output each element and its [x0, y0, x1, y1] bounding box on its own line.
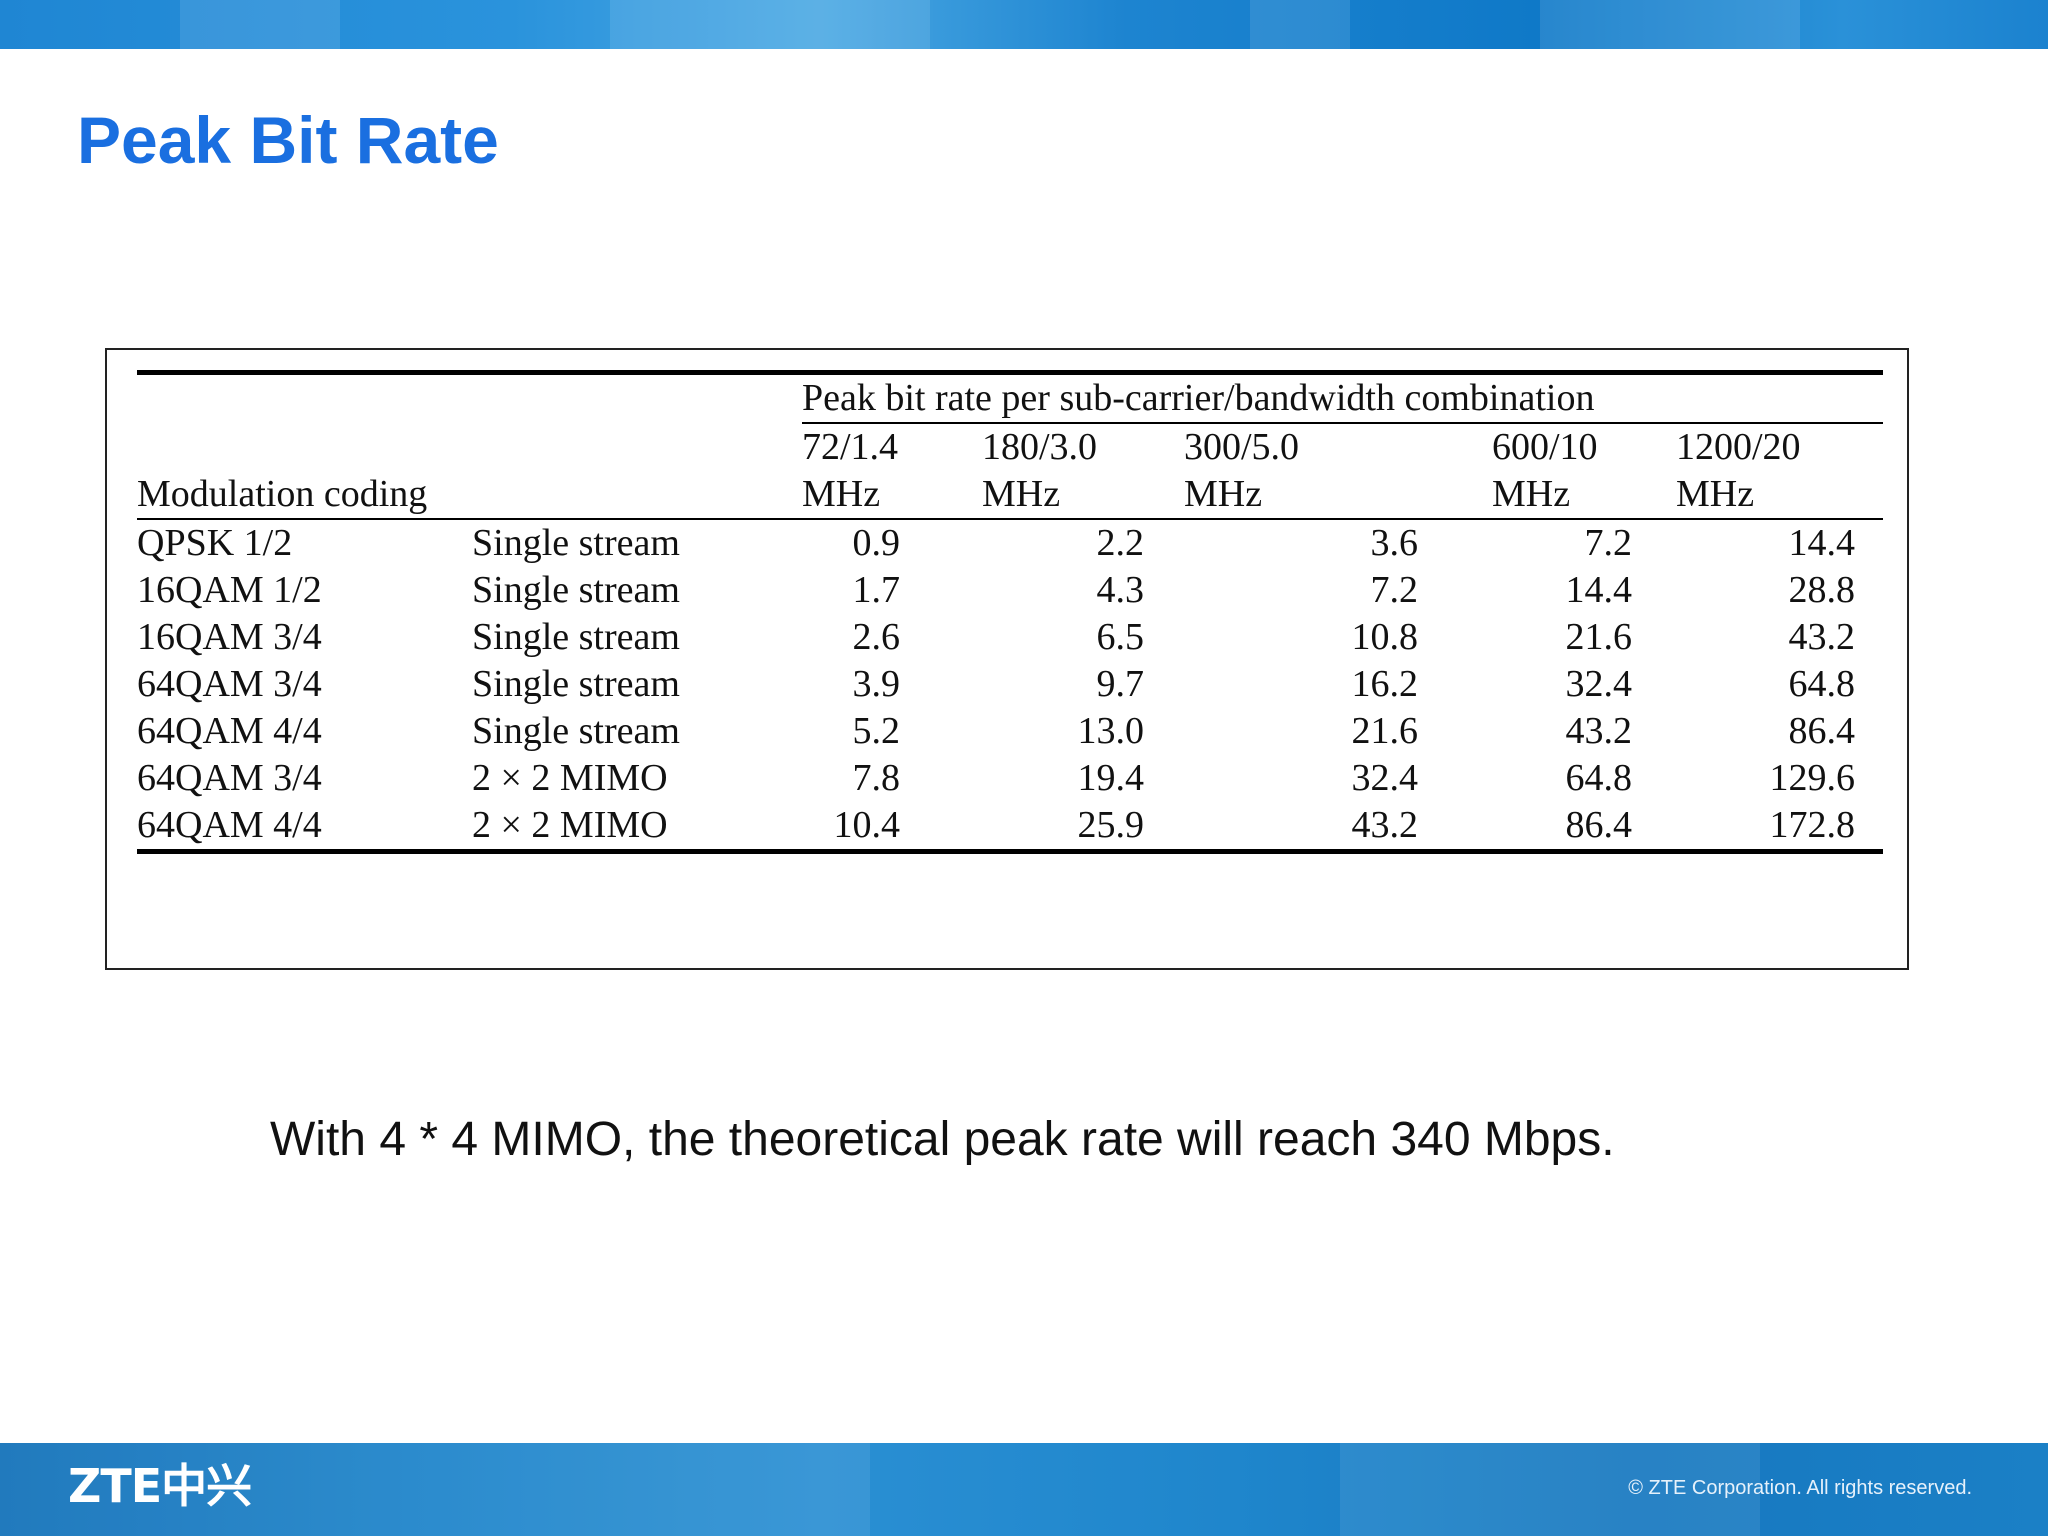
- rate-cell: 9.7: [1096, 663, 1145, 705]
- column-header-unit: MHz: [982, 473, 1061, 515]
- stream-cell: Single stream: [472, 616, 680, 658]
- rate-cell: 7.2: [1448, 518, 1676, 567]
- column-header-4: 1200/20 MHz: [1676, 423, 1883, 519]
- column-header-2: 300/5.0 MHz: [1184, 423, 1448, 519]
- column-header-1: 180/3.0 MHz: [952, 423, 1184, 519]
- column-header-unit: MHz: [1184, 473, 1263, 515]
- peak-rate-table-container: Peak bit rate per sub-carrier/bandwidth …: [137, 370, 1884, 854]
- group-header-row: Peak bit rate per sub-carrier/bandwidth …: [137, 375, 1884, 424]
- banner-decoration: [180, 0, 340, 49]
- banner-decoration: [1340, 1443, 1760, 1536]
- modulation-cell: 64QAM 4/4: [137, 802, 472, 854]
- table-row: 64QAM 3/4 2 × 2 MIMO 7.8 19.4 32.4 64.8 129.6: [137, 755, 1883, 802]
- rate-cell: 6.5: [1096, 616, 1145, 658]
- stream-cell: 2 × 2 MIMO: [472, 802, 802, 854]
- rate-cell: 7.2: [1370, 569, 1419, 611]
- rate-cell: 86.4: [1788, 710, 1856, 752]
- column-header-3: 600/10 MHz: [1448, 423, 1676, 519]
- rate-cell: 4.3: [1096, 569, 1145, 611]
- rate-cell: 14.4: [1676, 518, 1884, 567]
- rate-cell: 2.6: [852, 616, 901, 658]
- column-header-0: 72/1.4 MHz: [802, 423, 952, 519]
- modulation-cell: 16QAM 3/4: [137, 616, 322, 658]
- rate-cell: 19.4: [1077, 757, 1145, 799]
- table-row: 16QAM 3/4 Single stream 2.6 6.5 10.8 21.6 43.2: [137, 614, 1883, 661]
- rate-cell: 43.2: [1565, 710, 1633, 752]
- column-header-unit: MHz: [1676, 473, 1755, 515]
- zte-logo: ZTE中兴: [68, 1459, 252, 1513]
- stream-cell: Single stream: [472, 569, 680, 611]
- column-header-unit: MHz: [1492, 473, 1571, 515]
- modulation-cell: 64QAM 3/4: [137, 757, 322, 799]
- copyright-text: © ZTE Corporation. All rights reserved.: [1628, 1477, 1972, 1499]
- slide-title: Peak Bit Rate: [77, 103, 499, 177]
- modulation-cell: 64QAM 4/4: [137, 710, 322, 752]
- modulation-cell: 64QAM 3/4: [137, 663, 322, 705]
- top-banner: [0, 0, 2048, 49]
- rate-cell: 16.2: [1351, 663, 1419, 705]
- rate-cell: 129.6: [1769, 757, 1856, 799]
- rate-cell: 21.6: [1565, 616, 1633, 658]
- column-header-bandwidth: 600/10: [1492, 426, 1598, 468]
- column-header-bandwidth: 1200/20: [1676, 426, 1801, 468]
- stream-cell: Single stream: [472, 663, 680, 705]
- modulation-cell: 16QAM 1/2: [137, 569, 322, 611]
- group-header: Peak bit rate per sub-carrier/bandwidth …: [802, 375, 1884, 424]
- table-row: 64QAM 3/4 Single stream 3.9 9.7 16.2 32.4 64.8: [137, 661, 1883, 708]
- table-row: 64QAM 4/4 Single stream 5.2 13.0 21.6 43.2 86.…: [137, 708, 1883, 755]
- rate-cell: 10.4: [802, 802, 952, 854]
- rate-cell: 32.4: [1351, 757, 1419, 799]
- rate-cell: 172.8: [1676, 802, 1884, 854]
- banner-decoration: [1540, 0, 1800, 49]
- stream-cell: Single stream: [472, 710, 680, 752]
- column-header-bandwidth: 72/1.4: [802, 426, 899, 468]
- rate-cell: 3.9: [852, 663, 901, 705]
- column-header-row: Modulation coding 72/1.4 MHz 180/3.0 MHz 300…: [137, 423, 1883, 519]
- rate-cell: 25.9: [952, 802, 1184, 854]
- rate-cell: 43.2: [1184, 802, 1448, 854]
- banner-decoration: [0, 1443, 870, 1536]
- rate-cell: 3.6: [1184, 518, 1448, 567]
- rate-cell: 21.6: [1351, 710, 1419, 752]
- rate-cell: 1.7: [852, 569, 901, 611]
- rate-cell: 86.4: [1448, 802, 1676, 854]
- table-row: QPSK 1/2 Single stream 0.9 2.2 3.6 7.2 14.4: [137, 518, 1884, 567]
- column-header-unit: MHz: [802, 473, 881, 515]
- table-row: 16QAM 1/2 Single stream 1.7 4.3 7.2 14.4 28.8: [137, 567, 1883, 614]
- stream-cell: Single stream: [472, 518, 802, 567]
- modulation-cell: QPSK 1/2: [137, 518, 472, 567]
- rate-cell: 64.8: [1565, 757, 1633, 799]
- footnote: With 4 * 4 MIMO, the theoretical peak ra…: [270, 1113, 1615, 1166]
- table-top-rule: [137, 370, 1883, 375]
- rate-cell: 64.8: [1788, 663, 1856, 705]
- column-header-bandwidth: 180/3.0: [982, 426, 1098, 468]
- rate-cell: 28.8: [1788, 569, 1856, 611]
- peak-rate-table: Peak bit rate per sub-carrier/bandwidth …: [137, 375, 1884, 854]
- row-header: Modulation coding: [137, 473, 428, 515]
- table-frame: Peak bit rate per sub-carrier/bandwidth …: [105, 348, 1909, 970]
- table-row: 64QAM 4/4 2 × 2 MIMO 10.4 25.9 43.2 86.4 172.8: [137, 802, 1884, 854]
- column-header-bandwidth: 300/5.0: [1184, 426, 1300, 468]
- rate-cell: 32.4: [1565, 663, 1633, 705]
- stream-cell: 2 × 2 MIMO: [472, 757, 668, 799]
- rate-cell: 10.8: [1351, 616, 1419, 658]
- bottom-banner: ZTE中兴 © ZTE Corporation. All rights rese…: [0, 1443, 2048, 1536]
- rate-cell: 7.8: [852, 757, 901, 799]
- rate-cell: 2.2: [952, 518, 1184, 567]
- rate-cell: 5.2: [852, 710, 901, 752]
- banner-decoration: [1250, 0, 1350, 49]
- rate-cell: 14.4: [1565, 569, 1633, 611]
- rate-cell: 13.0: [1077, 710, 1145, 752]
- banner-decoration: [610, 0, 930, 49]
- rate-cell: 0.9: [802, 518, 952, 567]
- rate-cell: 43.2: [1788, 616, 1856, 658]
